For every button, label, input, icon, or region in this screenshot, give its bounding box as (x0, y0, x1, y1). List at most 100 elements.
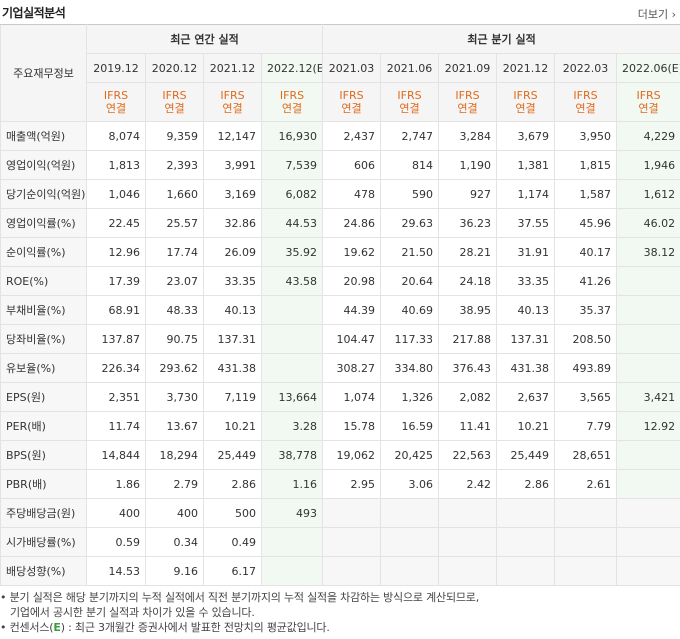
table-body: 매출액(억원) 8,074 9,359 12,147 16,930 2,437 2,747 3… (0, 121, 680, 586)
table-cell: 1,612 (616, 179, 680, 209)
table-cell: 8,074 (86, 121, 146, 151)
row-label: 영업이익(억원) (0, 150, 87, 180)
table-cell: 25,449 (496, 440, 556, 470)
table-cell: 3,679 (496, 121, 556, 151)
table-cell: 2.61 (554, 469, 618, 499)
table-cell: 1,815 (554, 150, 618, 180)
table-cell: 0.34 (145, 527, 204, 557)
row-label: ROE(%) (0, 266, 87, 296)
table-cell: 1,660 (145, 179, 204, 209)
table-cell: 1,190 (438, 150, 498, 180)
ifrs-label: IFRS (220, 89, 245, 102)
table-cell: 1,046 (86, 179, 146, 209)
table-cell: 2.95 (322, 469, 382, 499)
period-row: 2019.12 2020.12 2021.12 2022.12(E) 2021.03 20… (1, 53, 680, 83)
table-cell (438, 498, 498, 528)
table-cell: 68.91 (86, 295, 146, 325)
table-cell: 24.18 (438, 266, 498, 296)
row-label: PBR(배) (0, 469, 87, 499)
table-cell: 0.49 (203, 527, 262, 557)
table-cell (496, 498, 556, 528)
table-cell: 606 (322, 150, 382, 180)
table-cell (260, 324, 324, 354)
footnote-1-cont-text: 기업에서 공시한 분기 실적과 차이가 있을 수 있습니다. (10, 606, 255, 619)
table-row: 영업이익(억원) 1,813 2,393 3,991 7,539 606 814 1,190 1… (0, 150, 680, 180)
table-cell: 10.21 (203, 411, 262, 441)
ifrs-basis-label: IFRS 연결 (380, 82, 440, 122)
table-cell: 2.42 (438, 469, 498, 499)
table-cell (554, 556, 618, 586)
table-cell: 226.34 (86, 353, 146, 383)
table-cell: 9.16 (145, 556, 204, 586)
table-cell: 431.38 (203, 353, 262, 383)
footnote-1: • 분기 실적은 해당 분기까지의 누적 실적에서 직전 분기까지의 누적 실적… (0, 591, 480, 604)
consolidated-label: 연결 (457, 102, 478, 115)
table-row: 당기순이익(억원) 1,046 1,660 3,169 6,082 478 590 927 1,… (0, 179, 680, 209)
table-cell: 16.59 (380, 411, 440, 441)
ifrs-label: IFRS (636, 89, 661, 102)
table-cell (380, 498, 440, 528)
table-cell: 2,637 (496, 382, 556, 412)
table-row: BPS(원) 14,844 18,294 25,449 38,778 19,062 20,4… (0, 440, 680, 470)
table-cell: 400 (145, 498, 204, 528)
ifrs-label: IFRS (103, 89, 129, 102)
table-row: EPS(원) 2,351 3,730 7,119 13,664 1,074 1,326 2,0… (0, 382, 680, 412)
more-link[interactable]: 더보기 (638, 6, 676, 22)
table-cell: 3,421 (616, 382, 680, 412)
table-cell: 376.43 (438, 353, 498, 383)
table-cell (260, 353, 324, 383)
table-cell (616, 527, 680, 557)
table-cell: 2,351 (86, 382, 146, 412)
table-cell (616, 556, 680, 586)
table-cell: 478 (322, 179, 382, 209)
table-cell: 4,229 (616, 121, 680, 151)
table-cell: 1,587 (554, 179, 618, 209)
table-cell: 137.31 (203, 324, 262, 354)
table-cell: 208.50 (554, 324, 618, 354)
table-cell: 35.37 (554, 295, 618, 325)
table-row: 시가배당률(%) 0.59 0.34 0.49 (0, 527, 680, 557)
table-cell: 293.62 (145, 353, 204, 383)
table-cell: 104.47 (322, 324, 382, 354)
table-cell: 6,082 (260, 179, 324, 209)
table-cell (616, 324, 680, 354)
table-cell: 2,393 (145, 150, 204, 180)
table-row: 유보율(%) 226.34 293.62 431.38 308.27 334.80 376.… (0, 353, 680, 383)
ifrs-row: IFRS 연결 IFRS 연결 IFRS 연결 IFRS 연결 IFRS 연결 IFRS 연결 IFRS… (1, 82, 680, 122)
table-cell: 2,747 (380, 121, 440, 151)
table-cell: 15.78 (322, 411, 382, 441)
table-cell (260, 527, 324, 557)
table-cell: 40.69 (380, 295, 440, 325)
row-label: 당좌비율(%) (0, 324, 87, 354)
table-cell (496, 527, 556, 557)
table-cell: 48.33 (145, 295, 204, 325)
footnote-2-e: E (53, 621, 61, 634)
table-cell: 308.27 (322, 353, 382, 383)
footnote-1-cont: 기업에서 공시한 분기 실적과 차이가 있을 수 있습니다. (0, 605, 479, 620)
table-cell: 1,174 (496, 179, 556, 209)
table-cell: 32.86 (203, 208, 262, 238)
table-cell: 590 (380, 179, 440, 209)
table-cell (616, 469, 680, 499)
table-cell: 19,062 (322, 440, 382, 470)
table-row: 영업이익률(%) 22.45 25.57 32.86 44.53 24.86 29.63 36… (0, 208, 680, 238)
table-cell: 25,449 (203, 440, 262, 470)
ifrs-basis-label: IFRS 연결 (438, 82, 498, 122)
table-cell: 43.58 (260, 266, 324, 296)
table-cell: 3.06 (380, 469, 440, 499)
table-cell: 814 (380, 150, 440, 180)
table-cell: 137.31 (496, 324, 556, 354)
row-label: EPS(원) (0, 382, 87, 412)
ifrs-label: IFRS (573, 89, 598, 102)
period-header: 2022.06(E) (616, 53, 680, 83)
period-header: 2022.03 (554, 53, 618, 83)
ifrs-label: IFRS (513, 89, 538, 102)
table-cell: 33.35 (496, 266, 556, 296)
table-cell: 35.92 (260, 237, 324, 267)
table-cell: 13.67 (145, 411, 204, 441)
ifrs-basis-label: IFRS 연결 (554, 82, 618, 122)
section-header: 기업실적분석 더보기 (0, 0, 680, 26)
table-cell: 46.02 (616, 208, 680, 238)
table-cell (496, 556, 556, 586)
period-header: 2020.12 (145, 53, 204, 83)
